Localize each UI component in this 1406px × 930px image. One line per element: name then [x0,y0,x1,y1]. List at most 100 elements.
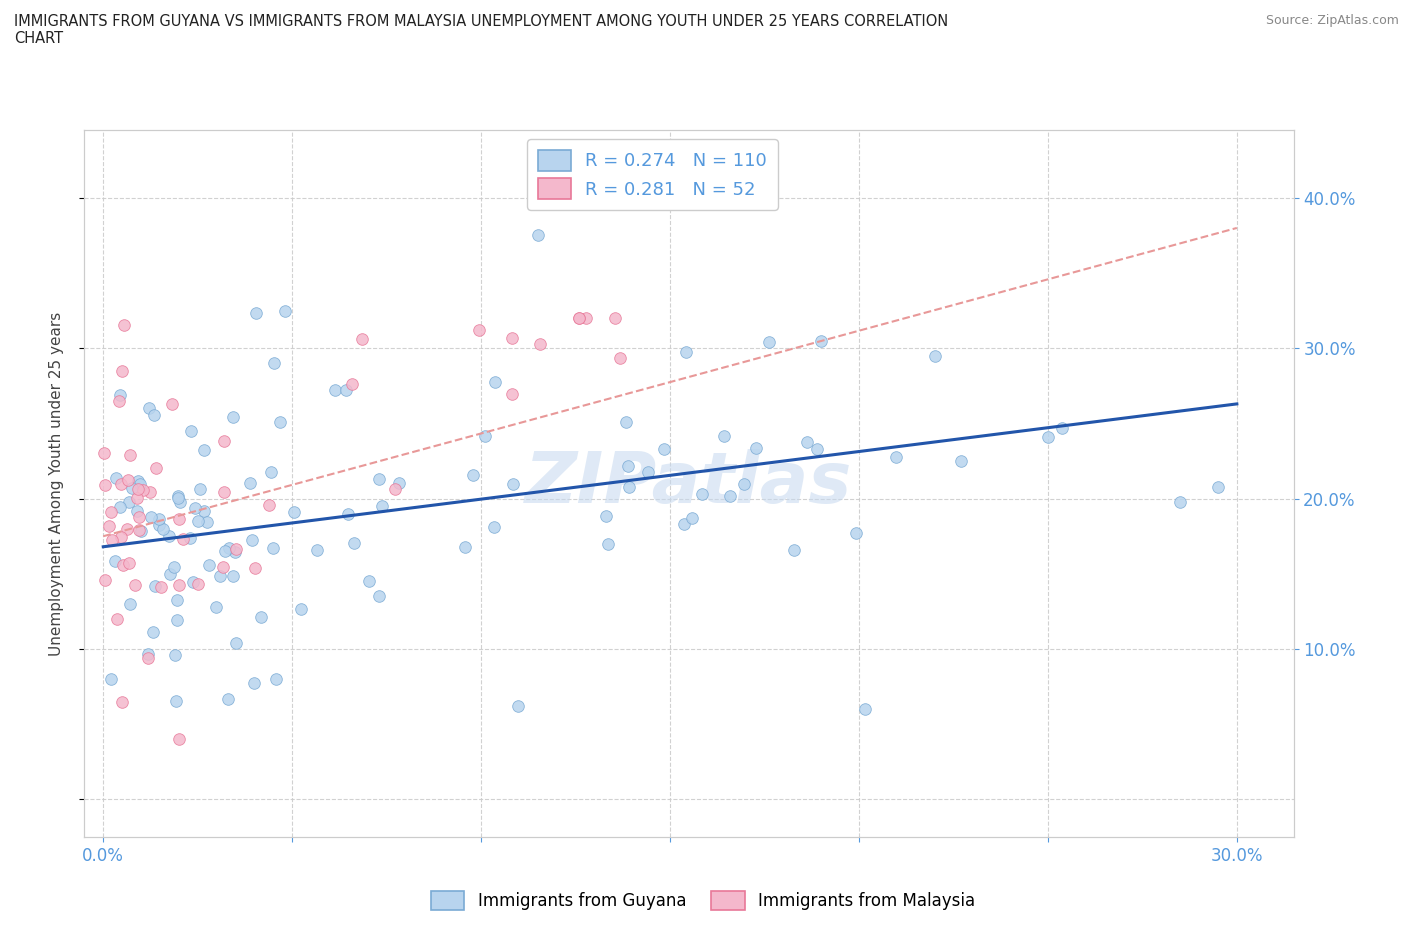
Point [148,512,170,526]
Point [166,613,188,628]
Point [853,702,876,717]
Point [128,510,150,525]
Point [342,377,364,392]
Point [224,545,246,560]
Point [167,732,190,747]
Point [225,636,247,651]
Point [214,433,236,448]
Point [167,578,190,592]
Point [690,486,713,501]
Point [335,382,357,397]
Point [145,460,167,475]
Point [336,507,359,522]
Point [240,533,263,548]
Point [187,577,209,591]
Point [127,482,149,497]
Point [129,476,152,491]
Point [187,513,209,528]
Point [352,331,374,346]
Point [384,482,406,497]
Point [208,568,231,583]
Point [217,691,239,706]
Point [112,557,135,572]
Point [796,434,818,449]
Point [142,624,165,639]
Point [245,305,267,320]
Point [111,694,134,709]
Point [884,450,907,465]
Point [198,557,221,572]
Point [165,694,187,709]
Y-axis label: Unemployment Among Youth under 25 years: Unemployment Among Youth under 25 years [49,312,63,656]
Point [111,364,134,379]
Point [574,311,596,325]
Point [845,525,868,540]
Point [143,578,166,593]
Point [118,597,141,612]
Point [149,579,172,594]
Point [152,522,174,537]
Point [263,356,285,371]
Point [1168,494,1191,509]
Point [204,600,226,615]
Point [1036,430,1059,445]
Point [112,317,135,332]
Point [142,407,165,422]
Point [127,504,149,519]
Point [501,330,523,345]
Point [596,537,619,551]
Point [454,539,477,554]
Point [359,574,381,589]
Point [474,429,496,444]
Point [118,556,141,571]
Point [484,375,506,390]
Text: IMMIGRANTS FROM GUYANA VS IMMIGRANTS FROM MALAYSIA UNEMPLOYMENT AMONG YOUTH UNDE: IMMIGRANTS FROM GUYANA VS IMMIGRANTS FRO… [14,14,948,46]
Point [527,228,550,243]
Point [568,311,591,325]
Point [1206,479,1229,494]
Point [260,465,283,480]
Point [323,382,346,397]
Point [157,528,180,543]
Point [482,520,505,535]
Point [166,491,188,506]
Point [924,349,946,364]
Point [139,485,162,499]
Point [138,401,160,416]
Point [100,533,122,548]
Point [568,311,591,325]
Point [110,499,132,514]
Point [273,303,295,318]
Point [617,479,640,494]
Point [461,467,484,482]
Point [184,501,207,516]
Point [108,388,131,403]
Point [118,495,141,510]
Point [603,311,626,325]
Point [614,415,637,430]
Point [110,476,132,491]
Point [501,387,523,402]
Point [368,472,391,486]
Point [506,698,529,713]
Point [163,647,186,662]
Point [159,566,181,581]
Point [243,561,266,576]
Point [120,447,142,462]
Point [160,396,183,411]
Point [810,333,832,348]
Point [212,560,235,575]
Point [239,475,262,490]
Point [188,481,211,496]
Point [166,592,188,607]
Point [100,505,122,520]
Point [93,446,115,461]
Point [283,504,305,519]
Point [117,472,139,487]
Point [675,344,697,359]
Point [97,518,120,533]
Point [744,441,766,456]
Point [132,483,155,498]
Point [115,522,138,537]
Point [128,523,150,538]
